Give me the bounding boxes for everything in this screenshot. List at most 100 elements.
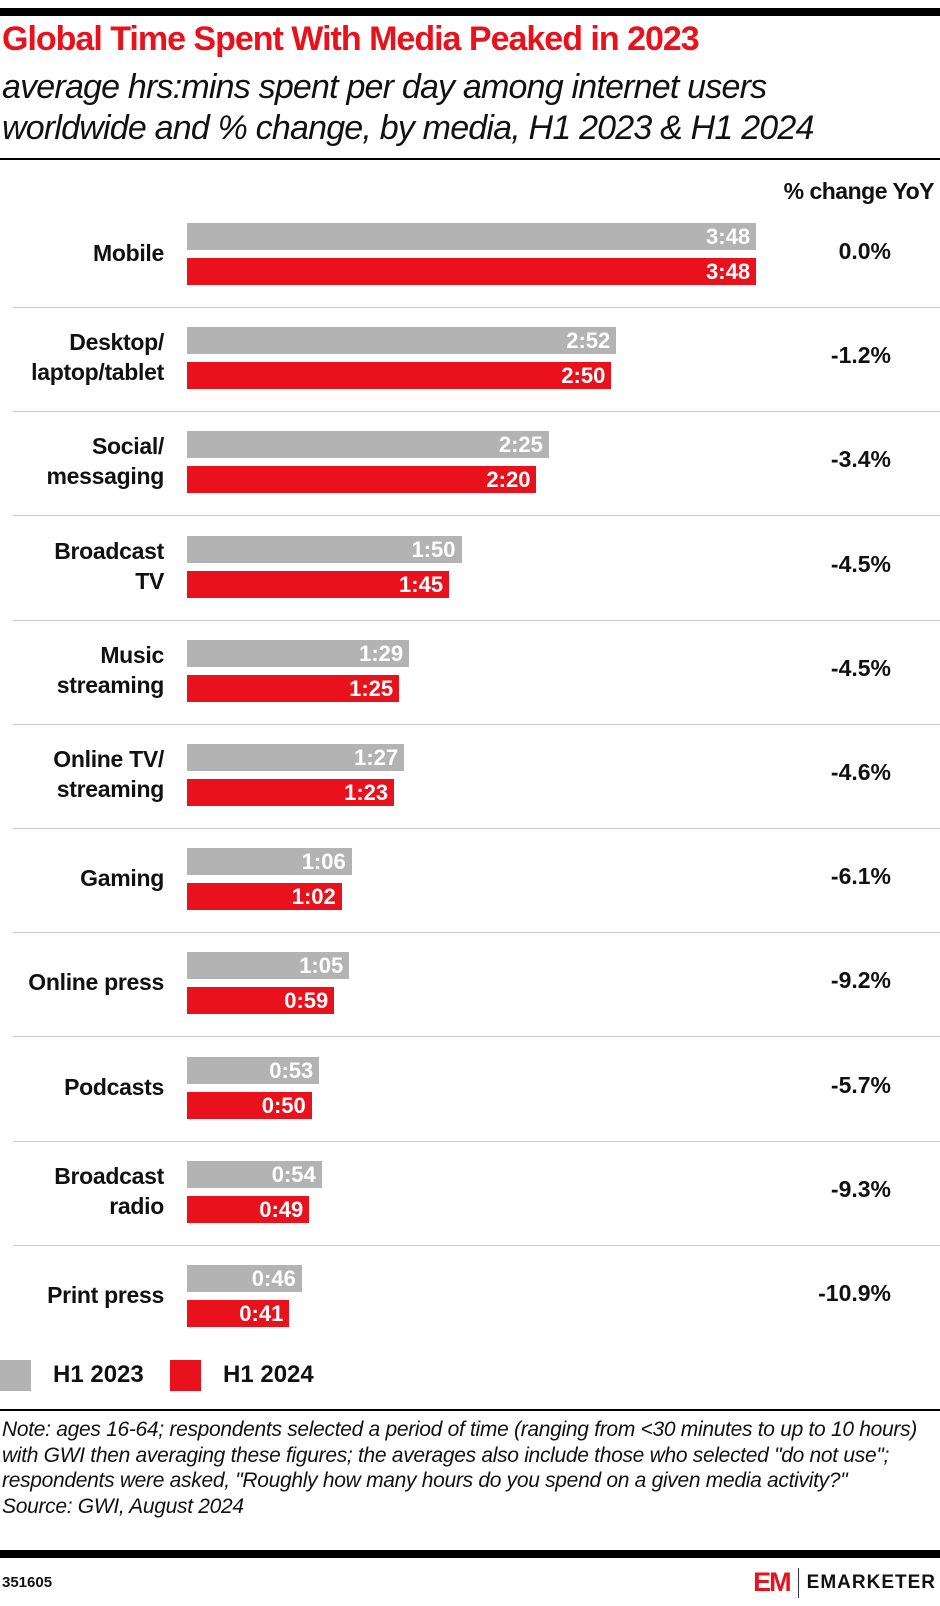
pct-change-header: % change YoY xyxy=(783,178,935,204)
category-label-line: streaming xyxy=(56,671,165,698)
row-separator xyxy=(13,1140,940,1142)
row-separator xyxy=(13,411,940,413)
bar-value-label: 1:29 xyxy=(359,640,404,666)
bar-h1-2024: 2:20 xyxy=(187,466,537,494)
category-label: Mobile xyxy=(93,238,164,268)
bar-h1-2023: 1:06 xyxy=(187,848,352,876)
pct-change-value: 0.0% xyxy=(838,238,891,264)
chart-title: Global Time Spent With Media Peaked in 2… xyxy=(2,20,700,58)
bar-value-label: 3:48 xyxy=(706,224,751,249)
source-text: Source: GWI, August 2024 xyxy=(2,1494,244,1518)
bar-h1-2023: 3:48 xyxy=(187,223,757,250)
bar-h1-2024: 1:45 xyxy=(187,570,450,598)
bar-h1-2024: 0:59 xyxy=(187,987,335,1015)
row-separator xyxy=(13,932,940,934)
bar-value-label: 0:59 xyxy=(284,988,329,1014)
top-rule xyxy=(0,8,940,16)
bar-h1-2024: 0:50 xyxy=(187,1091,312,1119)
bar-value-label: 0:41 xyxy=(239,1301,284,1326)
bar-h1-2024: 1:25 xyxy=(187,674,400,702)
bar-value-label: 2:20 xyxy=(486,467,531,493)
bar-value-label: 1:27 xyxy=(354,745,399,770)
pct-change-value: -6.1% xyxy=(830,863,891,890)
bar-h1-2023: 2:25 xyxy=(187,431,549,459)
header-rule xyxy=(0,158,940,160)
category-label-line: Podcasts xyxy=(64,1073,164,1100)
bar-h1-2024: 0:41 xyxy=(187,1300,290,1327)
bar-value-label: 3:48 xyxy=(706,259,751,284)
bar-value-label: 0:46 xyxy=(251,1266,296,1291)
bar-value-label: 1:45 xyxy=(399,571,444,597)
category-label-line: messaging xyxy=(46,463,165,490)
bar-value-label: 2:25 xyxy=(498,432,543,458)
bar-value-label: 0:50 xyxy=(261,1092,306,1118)
bar-h1-2024: 3:48 xyxy=(187,258,757,285)
logo-divider xyxy=(797,1567,799,1598)
row-separator xyxy=(13,515,940,517)
category-label: Broadcast TV xyxy=(54,536,164,596)
logo-wordmark: EMARKETER xyxy=(806,1571,936,1593)
row-separator xyxy=(13,828,940,829)
footer-rule xyxy=(0,1409,940,1411)
category-label: Broadcast radio xyxy=(54,1161,164,1221)
bar-value-label: 0:54 xyxy=(271,1161,316,1187)
category-label: Desktop/laptop/tablet xyxy=(31,327,164,387)
category-label-line: radio xyxy=(109,1192,164,1219)
pct-change-value: -4.5% xyxy=(830,550,891,577)
category-label-line: Desktop/ xyxy=(69,329,164,356)
category-label-line: Mobile xyxy=(92,240,164,266)
pct-change-value: -4.5% xyxy=(830,654,891,681)
category-label-line: Print press xyxy=(47,1282,164,1308)
category-label-line: TV xyxy=(135,567,164,594)
logo-mark: EM xyxy=(753,1567,791,1597)
bar-h1-2023: 1:27 xyxy=(187,744,405,771)
bar-value-label: 1:50 xyxy=(411,536,456,562)
bar-h1-2023: 0:54 xyxy=(187,1160,322,1188)
bar-h1-2024: 2:50 xyxy=(187,362,612,390)
bar-value-label: 2:52 xyxy=(566,328,611,354)
category-label-line: Music xyxy=(100,641,164,668)
category-label: Social/messaging xyxy=(46,431,165,491)
legend-label-h1-2023: H1 2023 xyxy=(53,1361,144,1388)
bar-value-label: 1:23 xyxy=(344,780,389,805)
category-label-line: Gaming xyxy=(80,865,164,892)
category-label-line: Online press xyxy=(28,969,164,996)
category-label: Online press xyxy=(28,967,164,997)
category-label: Gaming xyxy=(80,863,164,893)
note-text: Note: ages 16-64; respondents selected a… xyxy=(2,1418,917,1492)
bar-value-label: 0:49 xyxy=(259,1196,304,1222)
pct-change-value: -9.3% xyxy=(830,1175,891,1202)
category-label-line: Online TV/ xyxy=(53,746,164,772)
bar-h1-2024: 0:49 xyxy=(187,1195,310,1223)
legend-swatch-h1-2023 xyxy=(0,1360,31,1391)
bar-h1-2023: 0:46 xyxy=(187,1265,302,1292)
legend-swatch-h1-2024 xyxy=(170,1360,201,1391)
emarketer-logo: EM EMARKETER xyxy=(753,1567,936,1598)
bar-value-label: 1:02 xyxy=(291,884,336,910)
bar-value-label: 1:05 xyxy=(299,953,344,979)
pct-change-value: -3.4% xyxy=(830,446,891,473)
category-label: Print press xyxy=(47,1280,164,1310)
row-separator xyxy=(13,1244,940,1246)
bar-h1-2023: 0:53 xyxy=(187,1056,320,1084)
bar-h1-2023: 1:50 xyxy=(187,535,462,563)
category-label: Podcasts xyxy=(64,1072,164,1102)
chart-subtitle-line-1: average hrs:mins spent per day among int… xyxy=(2,68,767,106)
category-label-line: Broadcast xyxy=(54,537,164,564)
row-separator xyxy=(13,619,940,621)
category-label-line: streaming xyxy=(56,776,165,802)
category-label: Music streaming xyxy=(56,640,165,700)
note-block: Note: ages 16-64; respondents selected a… xyxy=(2,1417,937,1519)
bar-value-label: 0:53 xyxy=(269,1057,314,1083)
category-label-line: Social/ xyxy=(91,433,164,460)
bar-h1-2023: 1:05 xyxy=(187,952,350,980)
pct-change-value: -9.2% xyxy=(830,967,891,994)
pct-change-value: -1.2% xyxy=(830,342,891,369)
bar-value-label: 1:25 xyxy=(349,675,394,701)
bar-h1-2023: 2:52 xyxy=(187,327,617,355)
bar-h1-2024: 1:02 xyxy=(187,883,342,911)
category-label-line: laptop/tablet xyxy=(31,359,164,386)
bar-h1-2023: 1:29 xyxy=(187,639,410,667)
category-label: Online TV/streaming xyxy=(53,744,164,804)
chart-subtitle-line-2: worldwide and % change, by media, H1 202… xyxy=(2,109,814,147)
